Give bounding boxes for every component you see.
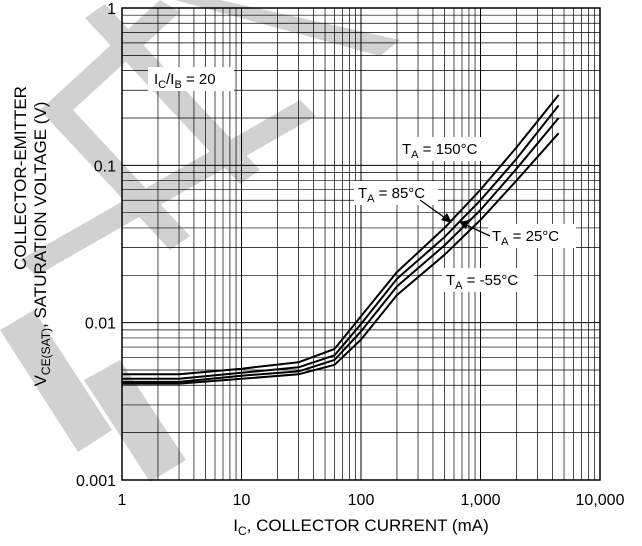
leader-arrows bbox=[419, 199, 491, 237]
series-line-1 bbox=[122, 104, 560, 380]
series-label-85c: TA = 85°C bbox=[358, 185, 425, 205]
series-label-minus55c: TA = -55°C bbox=[446, 272, 518, 292]
plot-frame bbox=[121, 7, 601, 481]
y-axis-title-line1: COLLECTOR-EMITTER bbox=[11, 86, 30, 270]
x-tick-label: 100 bbox=[348, 492, 375, 509]
x-axis-title: IC, COLLECTOR CURRENT (mA) bbox=[233, 516, 489, 538]
y-tick-label: 0.001 bbox=[76, 473, 116, 490]
x-tick-label: 10 bbox=[233, 492, 251, 509]
leader-85c bbox=[419, 199, 449, 221]
series-label-150c: TA = 150°C bbox=[402, 141, 478, 161]
series-line-3 bbox=[122, 132, 560, 385]
tick-labels: 1 10 100 1,000 10,000 0.001 0.01 0.1 1 bbox=[76, 1, 625, 509]
x-tick-label: 1,000 bbox=[460, 492, 500, 509]
y-tick-label: 0.01 bbox=[85, 316, 116, 333]
y-axis-title-line2: VCE(SAT), SATURATION VOLTAGE (V) bbox=[31, 102, 53, 387]
series-line-2 bbox=[122, 117, 560, 383]
y-tick-label: 1 bbox=[107, 1, 116, 18]
x-tick-label: 1 bbox=[118, 492, 127, 509]
y-tick-label: 0.1 bbox=[94, 158, 116, 175]
watermark bbox=[0, 0, 400, 482]
leader-25c bbox=[463, 223, 491, 237]
series-label-25c: TA = 25°C bbox=[492, 228, 559, 248]
ratio-annotation: IC/IB = 20 bbox=[154, 71, 216, 91]
series-layer bbox=[122, 94, 560, 385]
arrowhead-85c bbox=[441, 213, 452, 223]
series-line-0 bbox=[122, 94, 560, 376]
x-tick-label: 10,000 bbox=[576, 492, 625, 509]
arrowhead-25c bbox=[459, 220, 469, 229]
